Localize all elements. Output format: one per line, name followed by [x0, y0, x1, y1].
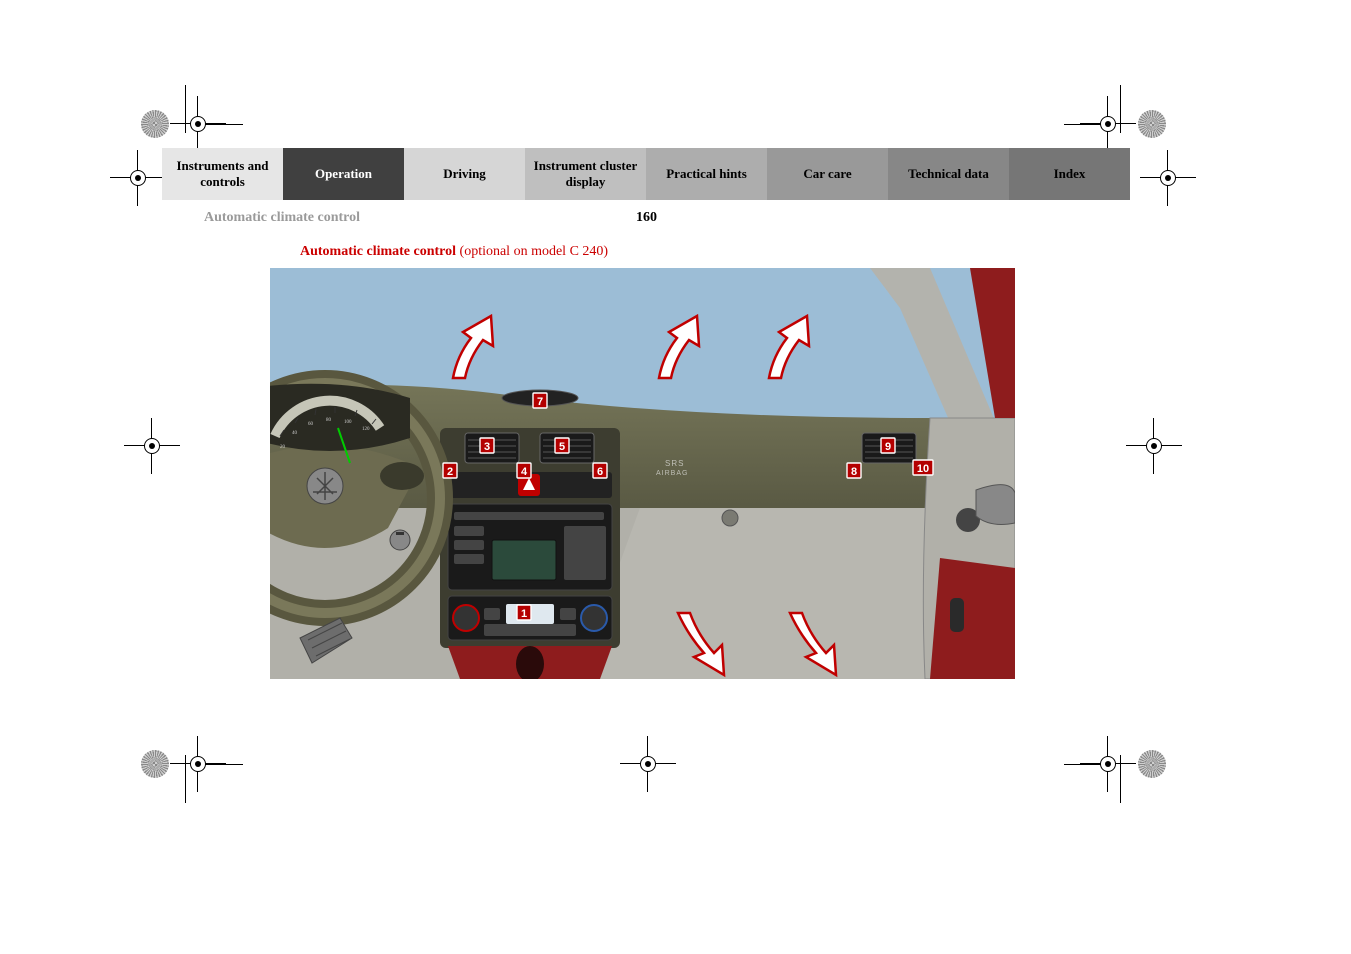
registration-mark-icon [110, 150, 166, 206]
svg-text:2: 2 [447, 466, 453, 478]
dashboard-svg: SRS AIRBAG 20 40 [270, 268, 1015, 679]
svg-text:7: 7 [537, 396, 543, 408]
registration-mark-icon [1080, 736, 1136, 792]
svg-text:20: 20 [280, 445, 286, 450]
svg-text:3: 3 [484, 441, 490, 453]
temp-dial-left [453, 605, 479, 631]
nav-tab[interactable]: Practical hints [646, 148, 767, 200]
airbag-label: AIRBAG [656, 470, 688, 477]
registration-mark-icon [170, 96, 226, 152]
crop-swirl-icon [1138, 750, 1166, 778]
registration-mark-icon [1126, 418, 1182, 474]
svg-text:5: 5 [559, 441, 565, 453]
nav-tab[interactable]: Index [1009, 148, 1130, 200]
glovebox-lock [722, 510, 738, 526]
airbag-label: SRS [665, 459, 684, 468]
nav-screen [492, 540, 556, 580]
svg-text:120: 120 [362, 427, 370, 432]
svg-text:60: 60 [308, 422, 314, 427]
nav-tab[interactable]: Technical data [888, 148, 1009, 200]
page-number: 160 [636, 210, 657, 226]
dashboard-illustration: SRS AIRBAG 20 40 [270, 268, 1015, 679]
running-head: Automatic climate control [204, 210, 360, 226]
registration-mark-icon [124, 418, 180, 474]
heading-bold: Automatic climate control [300, 244, 456, 259]
manual-page: Instruments and controlsOperationDriving… [0, 0, 1351, 954]
svg-text:4: 4 [521, 466, 528, 478]
door-button [950, 598, 964, 632]
wheel-button-right [380, 462, 424, 490]
registration-mark-icon [1080, 96, 1136, 152]
svg-text:80: 80 [326, 418, 332, 423]
section-tabs: Instruments and controlsOperationDriving… [162, 148, 1130, 200]
heading-rest: (optional on model C 240) [456, 244, 608, 259]
nav-tab[interactable]: Instruments and controls [162, 148, 283, 200]
svg-text:40: 40 [292, 431, 298, 436]
door-trim [930, 558, 1015, 679]
svg-text:6: 6 [597, 466, 603, 478]
door-handle [976, 485, 1015, 525]
registration-mark-icon [170, 736, 226, 792]
svg-text:100: 100 [344, 420, 352, 425]
crop-swirl-icon [141, 110, 169, 138]
svg-text:1: 1 [521, 608, 527, 620]
page-heading: Automatic climate control (optional on m… [300, 244, 608, 260]
temp-dial-right [581, 605, 607, 631]
nav-tab[interactable]: Instrument cluster display [525, 148, 646, 200]
nav-tab[interactable]: Car care [767, 148, 888, 200]
registration-mark-icon [1140, 150, 1196, 206]
registration-mark-icon [620, 736, 676, 792]
svg-text:10: 10 [917, 463, 929, 475]
crop-swirl-icon [1138, 110, 1166, 138]
nav-tab[interactable]: Operation [283, 148, 404, 200]
svg-text:8: 8 [851, 466, 857, 478]
svg-text:9: 9 [885, 441, 891, 453]
nav-tab[interactable]: Driving [404, 148, 525, 200]
crop-swirl-icon [141, 750, 169, 778]
